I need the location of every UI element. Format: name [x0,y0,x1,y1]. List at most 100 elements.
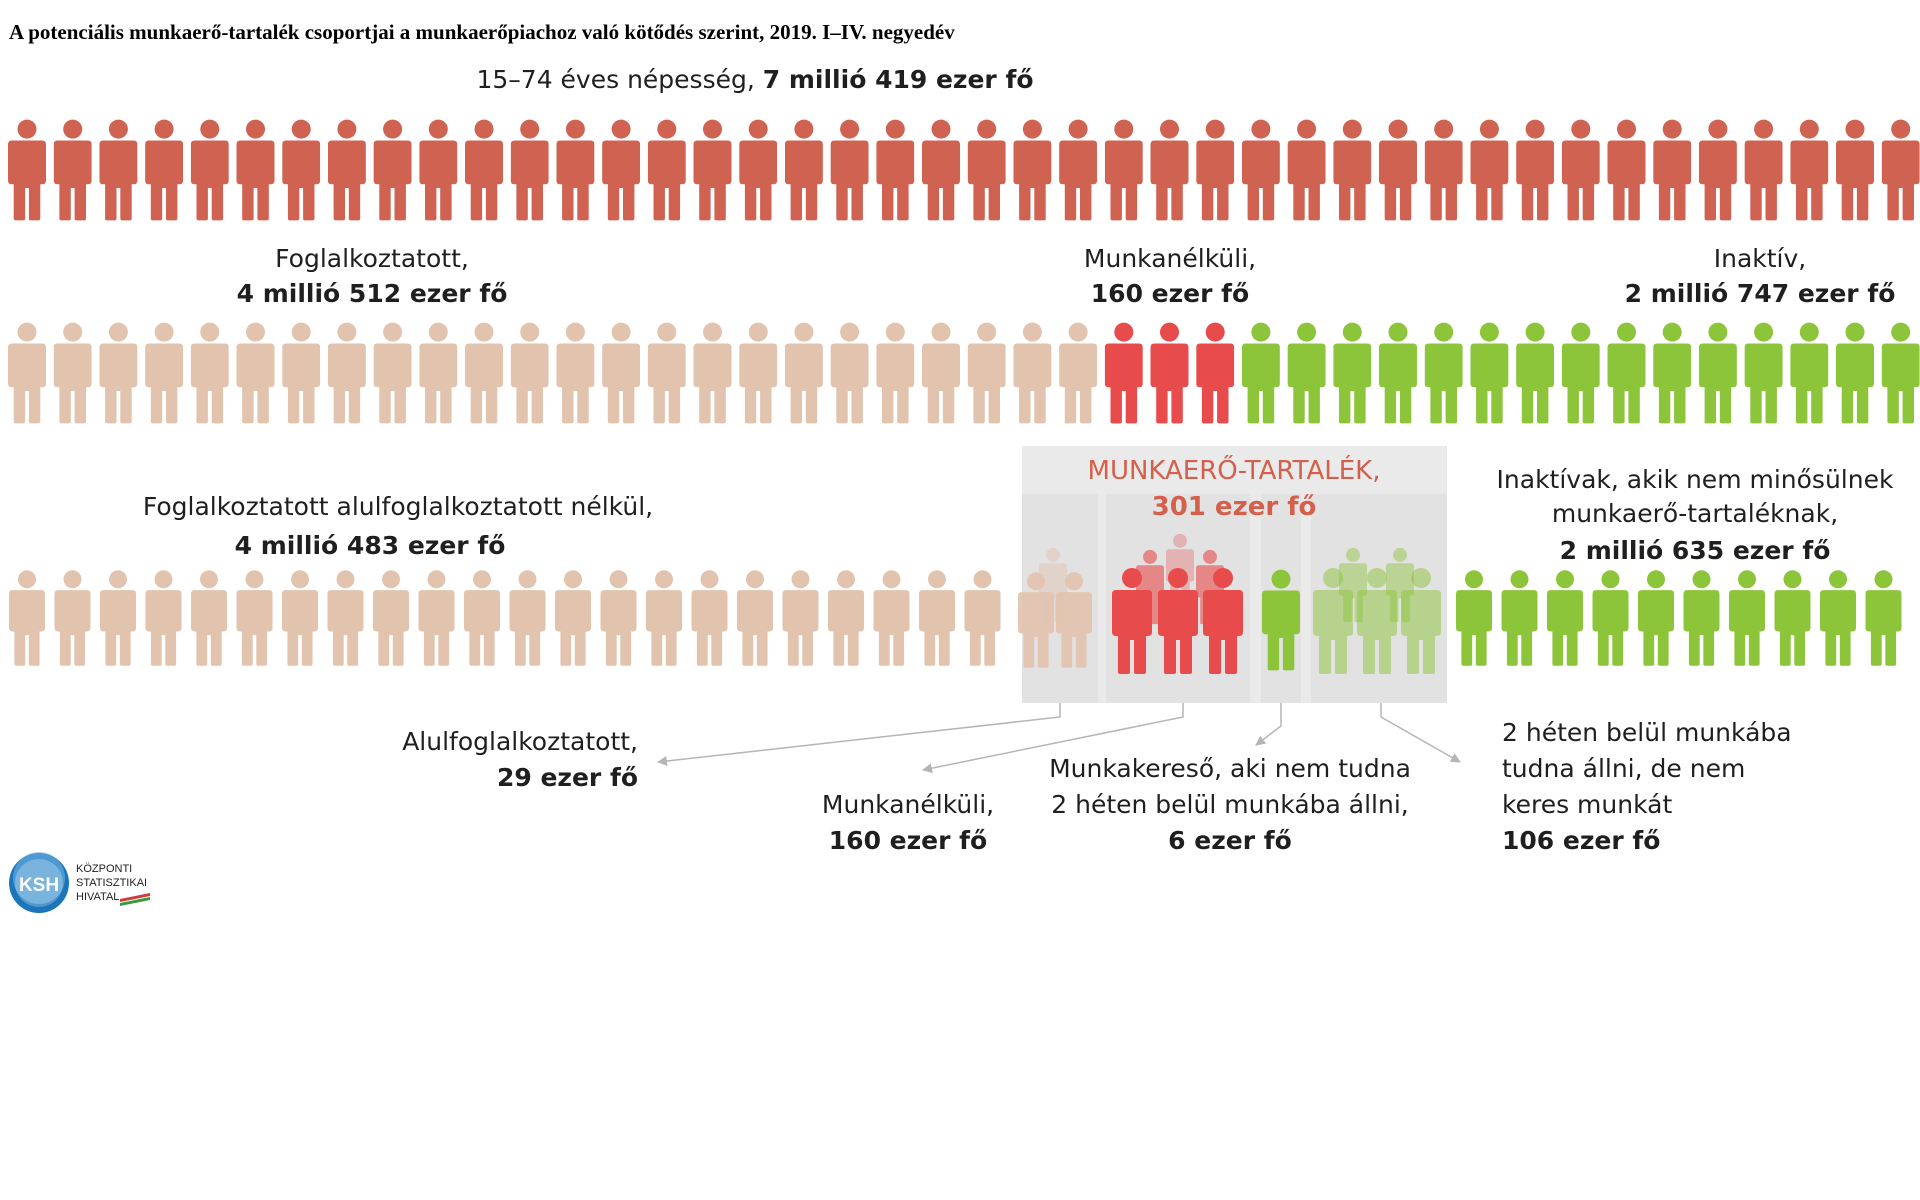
ksh-logo-line1: KÖZPONTI [76,863,132,875]
employed-no-under-person-icon [600,570,637,666]
population-person-icon [510,119,549,221]
population-person-icon [1379,119,1417,221]
ksh-logo-flag-green [120,897,150,906]
inactive-person-icon [1744,322,1783,424]
population-label: 15–74 éves népesség, 7 millió 419 ezer f… [476,65,1033,94]
employed-person-icon [647,322,686,424]
population-person-icon [145,119,184,221]
population-person-icon [1241,119,1280,221]
ksh-logo: KSH KÖZPONTI STATISZTIKAI HIVATAL [9,852,150,913]
employed-no-under-person-icon [54,570,91,666]
employed-person-icon [1013,322,1052,424]
employed-no-under-label: Foglalkoztatott alulfoglalkoztatott nélk… [143,492,653,521]
population-person-icon [373,119,412,221]
inactive-not-reserve-person-icon [1592,570,1629,666]
employed-person-icon [876,322,915,424]
inactive-person-icon [1561,322,1600,424]
employed-no-under-value: 4 millió 483 ezer fő [235,531,506,560]
inactive-not-reserve-person-icon [1729,570,1765,666]
reserve-title: MUNKAERŐ-TARTALÉK, [1088,454,1381,486]
employed-person-icon [190,322,229,424]
inactive-not-reserve-person-icon [1547,570,1583,666]
connector-unemployed [922,703,1184,774]
population-person-icon [602,119,641,221]
employed-person-icon [145,322,184,424]
employed-person-icon [967,322,1006,424]
employed-no-under-person-icon [555,570,591,666]
population-person-icon [922,119,960,221]
employed-no-under-person-icon [509,570,546,666]
employed-no-under-person-icon [873,570,910,666]
inactive-person-icon [1698,322,1737,424]
underemployed-label: Alulfoglalkoztatott, [402,727,638,756]
employed-no-under-person-icon [9,570,45,666]
inactive-person-icon [1287,322,1326,424]
ksh-logo-line3: HIVATAL [76,891,119,903]
employed-person-icon [922,322,960,424]
population-person-icon [1059,119,1098,221]
inactive-not-reserve-person-icon [1774,570,1811,666]
population-person-icon [1744,119,1783,221]
inactive-person-icon [1333,322,1372,424]
employed-no-under-person-icon [418,570,455,666]
ksh-logo-inner [15,859,63,907]
employed-person-icon [53,322,92,424]
employment-status-icon-row [8,322,1920,424]
employed-person-icon [739,322,778,424]
employed-person-icon [784,322,823,424]
employed-no-under-person-icon [145,570,182,666]
population-person-icon [1836,119,1874,221]
employed-no-under-person-icon [919,570,955,666]
breakdown-unemployed-value: 160 ezer fő [829,826,987,855]
inactive-person-icon [1424,322,1463,424]
population-person-icon [693,119,732,221]
population-person-icon [1790,119,1829,221]
inactive-person-icon [1516,322,1555,424]
population-person-icon [876,119,915,221]
inactive-not-reserve-value: 2 millió 635 ezer fő [1560,536,1831,565]
population-person-icon [739,119,778,221]
employed-person-icon [373,322,412,424]
inactive-not-reserve-person-icon [1638,570,1674,666]
population-person-icon [967,119,1006,221]
breakdown-unemployed-label: Munkanélküli, [822,790,994,819]
connector-jobseeker [1255,703,1282,746]
employed-no-under-person-icon [100,570,136,666]
population-person-icon [1333,119,1372,221]
employed-value: 4 millió 512 ezer fő [237,279,508,308]
employed-person-icon [602,322,641,424]
reserve-value: 301 ezer fő [1152,492,1317,522]
employed-no-under-person-icon [646,570,682,666]
population-person-icon [1561,119,1600,221]
employed-no-under-person-icon [373,570,409,666]
employed-no-under-person-icon [737,570,773,666]
inactive-not-reserve-person-icon [1683,570,1720,666]
connector-available [1380,703,1461,763]
population-person-icon [99,119,138,221]
inactive-not-reserve-label-line1: Inaktívak, akik nem minősülnek [1497,465,1894,494]
employed-person-icon [8,322,46,424]
jobseeker-value: 6 ezer fő [1168,826,1292,855]
employed-no-under-person-icon [282,570,318,666]
population-person-icon [1516,119,1555,221]
inactive-not-reserve-person-icon [1501,570,1538,666]
population-person-icon [1698,119,1737,221]
population-person-icon [1424,119,1463,221]
ksh-logo-highlight [13,852,65,904]
page-title: A potenciális munkaerő-tartalék csoportj… [9,20,955,44]
population-person-icon [327,119,366,221]
employed-person-icon [465,322,503,424]
population-person-icon [190,119,229,221]
employed-no-under-person-icon [191,570,227,666]
population-person-icon [1607,119,1646,221]
breakdown-connectors [657,703,1461,774]
employed-person-icon [419,322,458,424]
available-value: 106 ezer fő [1502,826,1660,855]
inactive-person-icon [1241,322,1280,424]
employed-person-icon [236,322,275,424]
population-person-icon [830,119,869,221]
inactive-not-reserve-label-line2: munkaerő-tartaléknak, [1552,499,1838,528]
employed-label: Foglalkoztatott, [275,244,469,273]
available-label-line2: tudna állni, de nem [1502,754,1745,783]
population-value: 7 millió 419 ezer fő [763,65,1034,94]
